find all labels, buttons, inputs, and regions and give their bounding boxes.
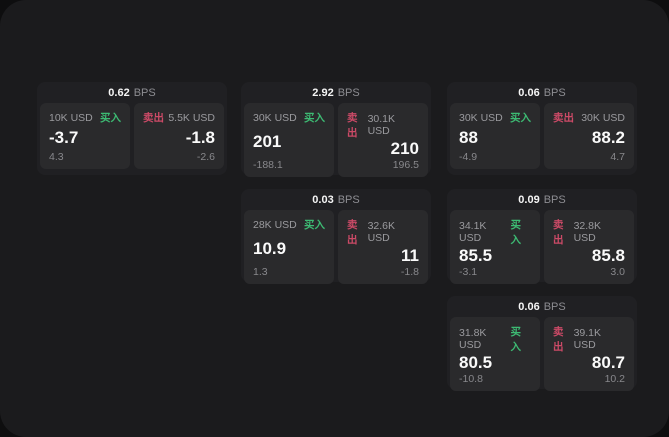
sell-price: 11 <box>401 246 419 265</box>
buy-panel[interactable]: 30K USD 买入 88 -4.9 <box>450 103 540 169</box>
sell-label: 卖出 <box>347 112 358 139</box>
buy-amount: 31.8K USD <box>459 327 487 351</box>
buy-price: 85.5 <box>459 246 493 265</box>
buy-sub-value: 1.3 <box>253 265 268 278</box>
bps-value: 0.06 <box>518 300 540 313</box>
quote-card: 0.06 BPS 30K USD 买入 88 -4.9 卖出 30K USD 8… <box>447 82 637 175</box>
sell-price: 80.7 <box>591 353 625 372</box>
bps-value: 0.09 <box>518 193 540 206</box>
sell-panel[interactable]: 卖出 32.6K USD 11 -1.8 <box>338 210 428 284</box>
bps-header: 0.06 BPS <box>447 82 637 103</box>
quote-card: 2.92 BPS 30K USD 买入 201 -188.1 卖出 30.1K … <box>241 82 431 177</box>
bps-value: 2.92 <box>312 86 334 99</box>
buy-label: 买入 <box>510 112 531 124</box>
quote-card: 0.03 BPS 28K USD 买入 10.9 1.3 卖出 32.6K US… <box>241 189 431 284</box>
buy-price: 88 <box>459 127 478 147</box>
buy-sub-value: -188.1 <box>253 158 283 171</box>
sell-label: 卖出 <box>553 326 564 353</box>
sell-amount: 39.1K USD <box>573 327 602 351</box>
buy-amount: 30K USD <box>459 111 503 124</box>
buy-label: 买入 <box>510 219 521 246</box>
buy-panel[interactable]: 28K USD 买入 10.9 1.3 <box>244 210 334 284</box>
sell-amount: 32.8K USD <box>573 220 602 244</box>
sell-sub-value: -1.8 <box>400 265 419 278</box>
bps-unit: BPS <box>337 86 360 99</box>
sell-price: 85.8 <box>591 246 625 265</box>
buy-sub-value: -10.8 <box>459 372 483 385</box>
sell-panel[interactable]: 卖出 30K USD 88.2 4.7 <box>544 103 634 169</box>
sell-price: 210 <box>390 139 419 158</box>
quote-card: 0.09 BPS 34.1K USD 买入 85.5 -3.1 卖出 32.8K… <box>447 189 637 284</box>
buy-panel[interactable]: 10K USD 买入 -3.7 4.3 <box>40 103 130 169</box>
bps-header: 0.62 BPS <box>37 82 227 103</box>
sell-sub-value: 3.0 <box>610 265 625 278</box>
buy-sub-value: -3.1 <box>459 265 478 278</box>
sell-panel[interactable]: 卖出 32.8K USD 85.8 3.0 <box>544 210 634 284</box>
bps-value: 0.62 <box>108 86 130 99</box>
sell-price: -1.8 <box>185 127 215 147</box>
sell-amount: 5.5K USD <box>168 111 215 124</box>
buy-sub-value: -4.9 <box>459 151 478 163</box>
buy-panel[interactable]: 34.1K USD 买入 85.5 -3.1 <box>450 210 540 284</box>
bps-unit: BPS <box>543 86 566 99</box>
buy-price: 10.9 <box>253 238 287 258</box>
sell-price: 88.2 <box>591 127 625 147</box>
sell-sub-value: -2.6 <box>196 151 215 163</box>
bps-header: 0.03 BPS <box>241 189 431 210</box>
sell-label: 卖出 <box>553 219 564 246</box>
bps-unit: BPS <box>337 193 360 206</box>
buy-amount: 30K USD <box>253 111 297 124</box>
sell-label: 卖出 <box>143 112 164 124</box>
sell-amount: 30.1K USD <box>367 113 396 137</box>
bps-header: 0.06 BPS <box>447 296 637 317</box>
bps-header: 2.92 BPS <box>241 82 431 103</box>
sell-panel[interactable]: 卖出 39.1K USD 80.7 10.2 <box>544 317 634 391</box>
sell-panel[interactable]: 卖出 5.5K USD -1.8 -2.6 <box>134 103 224 169</box>
sell-label: 卖出 <box>553 112 574 124</box>
buy-price: 80.5 <box>459 353 493 372</box>
bps-unit: BPS <box>543 300 566 313</box>
bps-value: 0.03 <box>312 193 334 206</box>
bps-value: 0.06 <box>518 86 540 99</box>
sell-label: 卖出 <box>347 219 358 246</box>
buy-amount: 28K USD <box>253 218 297 231</box>
quote-card: 0.62 BPS 10K USD 买入 -3.7 4.3 卖出 5.5K USD… <box>37 82 227 175</box>
sell-amount: 30K USD <box>581 111 625 124</box>
buy-label: 买入 <box>510 326 521 353</box>
buy-amount: 10K USD <box>49 111 93 124</box>
sell-amount: 32.6K USD <box>367 220 396 244</box>
bps-unit: BPS <box>543 193 566 206</box>
buy-label: 买入 <box>100 112 121 124</box>
sell-sub-value: 4.7 <box>610 151 625 163</box>
buy-panel[interactable]: 30K USD 买入 201 -188.1 <box>244 103 334 177</box>
buy-label: 买入 <box>304 219 325 231</box>
sell-sub-value: 196.5 <box>392 158 419 171</box>
buy-label: 买入 <box>304 112 325 124</box>
buy-panel[interactable]: 31.8K USD 买入 80.5 -10.8 <box>450 317 540 391</box>
quote-card: 0.06 BPS 31.8K USD 买入 80.5 -10.8 卖出 39.1… <box>447 296 637 391</box>
buy-sub-value: 4.3 <box>49 151 64 163</box>
sell-panel[interactable]: 卖出 30.1K USD 210 196.5 <box>338 103 428 177</box>
buy-price: -3.7 <box>49 127 79 147</box>
buy-amount: 34.1K USD <box>459 220 487 244</box>
sell-sub-value: 10.2 <box>604 372 625 385</box>
bps-header: 0.09 BPS <box>447 189 637 210</box>
buy-price: 201 <box>253 131 282 151</box>
bps-unit: BPS <box>133 86 156 99</box>
